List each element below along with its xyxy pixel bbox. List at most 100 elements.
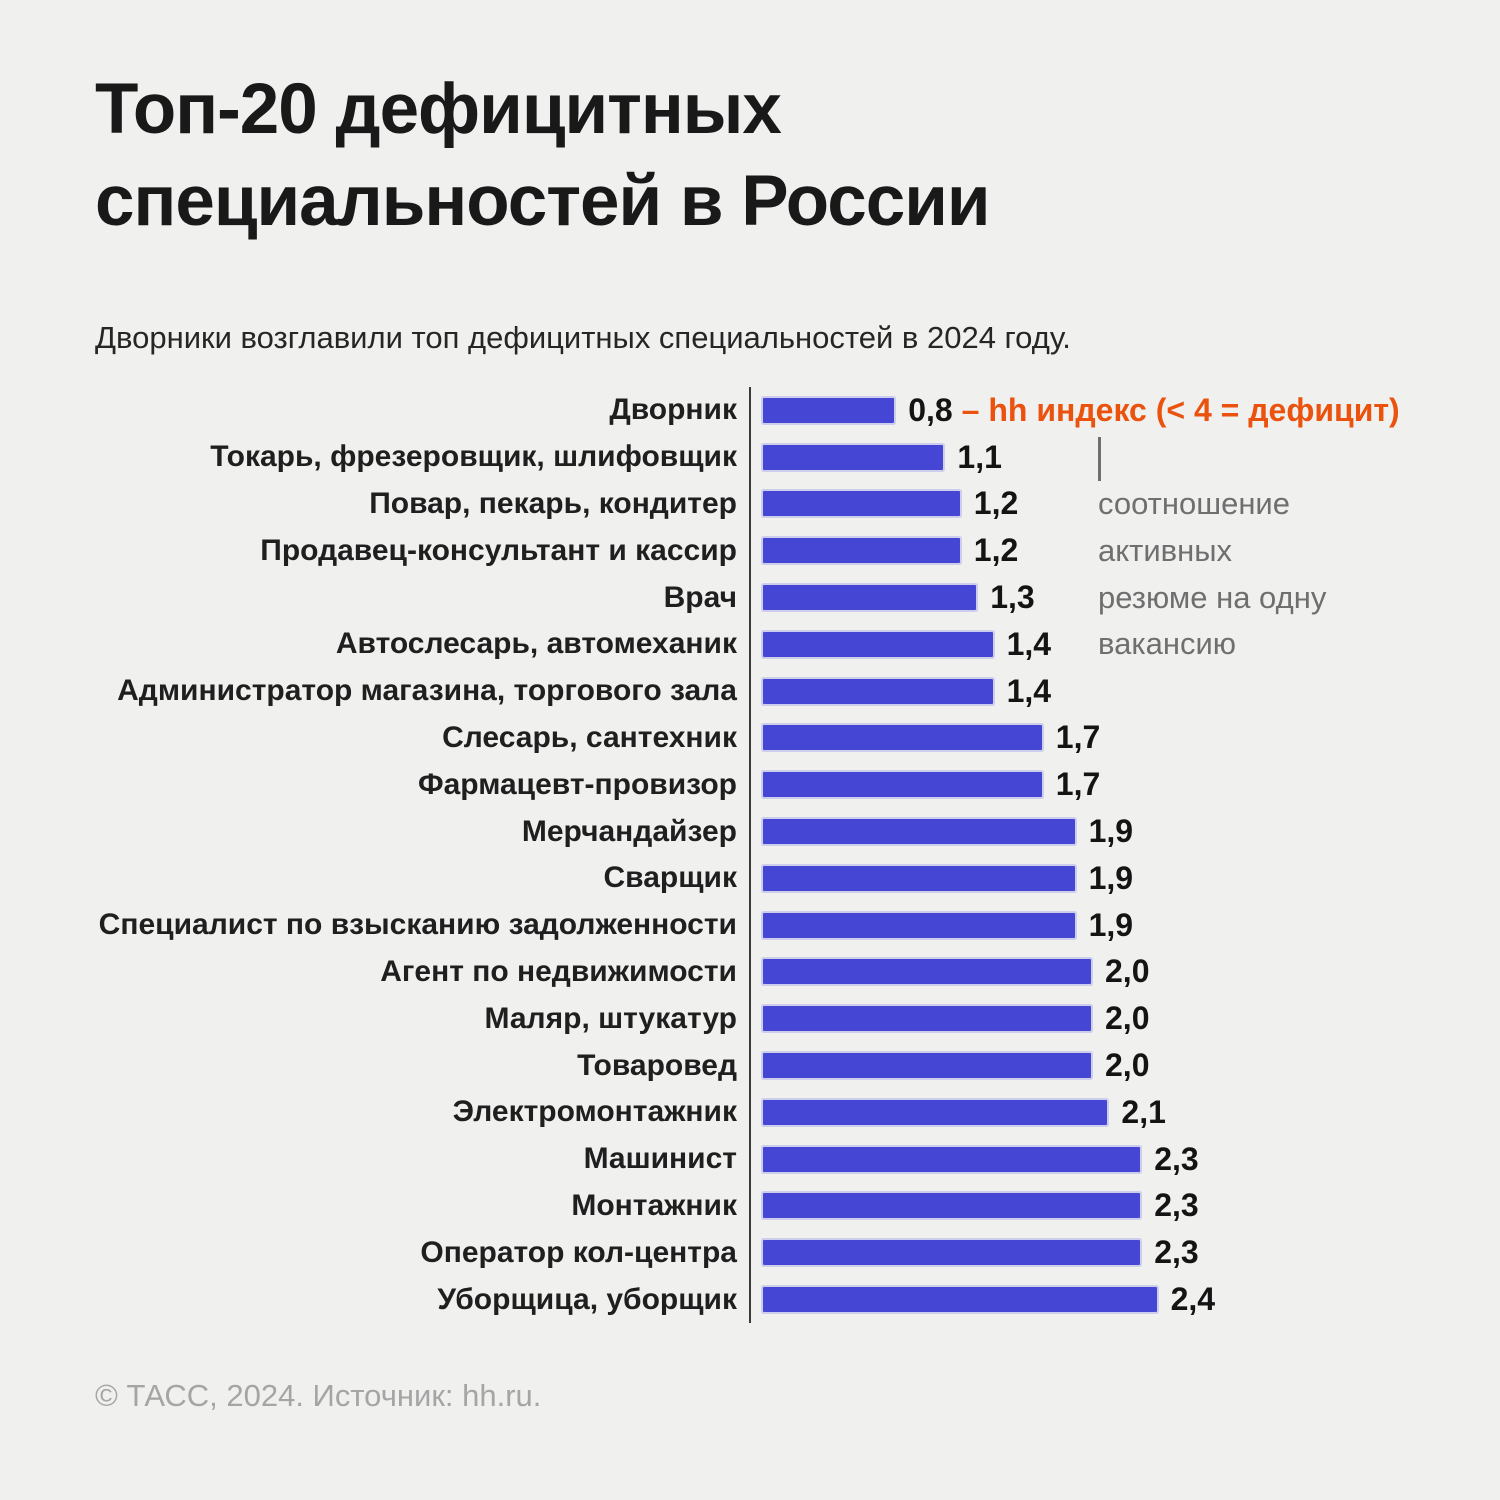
chart-row: Продавец-консультант и кассир 1,2 активн…	[0, 527, 1500, 575]
category-label: Сварщик	[603, 861, 738, 895]
bar	[763, 1193, 1141, 1219]
row-plot: 2,0	[749, 1042, 1500, 1089]
bar	[763, 1053, 1091, 1079]
ratio-note-line: соотношение	[1098, 485, 1290, 521]
value-label: 2,0	[1105, 1000, 1150, 1037]
chart-row: Фармацевт-провизор 1,7	[0, 761, 1500, 809]
bar	[763, 959, 1091, 985]
chart-row: Слесарь, сантехник 1,7	[0, 714, 1500, 762]
row-plot: 1,4	[749, 667, 1500, 715]
title-line-2: специальностей в России	[95, 162, 990, 241]
row-plot: 2,1	[749, 1088, 1500, 1136]
value-label: 1,3	[990, 579, 1035, 616]
chart-row: Машинист 2,3	[0, 1135, 1500, 1183]
row-plot: 2,3	[749, 1229, 1500, 1277]
value-label: 2,0	[1105, 1047, 1150, 1084]
category-label: Агент по недвижимости	[380, 954, 737, 988]
chart-row: Сварщик 1,9	[0, 854, 1500, 902]
row-plot: 2,4	[749, 1276, 1500, 1323]
row-plot: 1,7	[749, 714, 1500, 762]
row-plot: 1,3 резюме на одну	[749, 574, 1500, 621]
category-label: Фармацевт-провизор	[417, 767, 737, 801]
value-label: 1,7	[1055, 719, 1101, 756]
chart-row: Монтажник 2,3	[0, 1182, 1500, 1230]
row-plot: 2,3	[749, 1135, 1500, 1183]
chart-row: Агент по недвижимости 2,0	[0, 948, 1500, 996]
title-line-1: Топ-20 дефицитных	[95, 70, 782, 149]
bar	[763, 538, 960, 564]
category-label: Товаровед	[577, 1048, 737, 1082]
chart-row: Товаровед 2,0	[0, 1042, 1500, 1089]
ratio-note-line: резюме на одну	[1098, 579, 1327, 615]
bar	[763, 397, 895, 423]
category-label: Машинист	[583, 1142, 737, 1176]
row-plot: 1,2 соотношение	[749, 480, 1500, 528]
value-label: 2,3	[1154, 1140, 1199, 1177]
category-label: Специалист по взысканию задолженности	[98, 908, 737, 942]
row-plot: 0,8 – hh индекс (< 4 = дефицит)	[749, 387, 1500, 434]
bar	[763, 678, 993, 704]
value-label: 1,1	[957, 438, 1002, 475]
row-plot: 2,3	[749, 1182, 1500, 1230]
chart-row: Мерчандайзер 1,9	[0, 808, 1500, 855]
value-label: 0,8	[908, 391, 953, 428]
bar	[763, 631, 993, 657]
value-label: 1,4	[1006, 625, 1052, 662]
chart-row: Администратор магазина, торгового зала 1…	[0, 667, 1500, 715]
chart-row: Электромонтажник 2,1	[0, 1088, 1500, 1136]
bar	[763, 912, 1075, 938]
chart-row: Оператор кол-центра 2,3	[0, 1229, 1500, 1277]
category-label: Монтажник	[571, 1188, 737, 1222]
ratio-note-line: вакансию	[1098, 626, 1237, 662]
value-label: 1,9	[1088, 813, 1134, 850]
category-label: Продавец-консультант и кассир	[260, 533, 737, 567]
chart-row: Специалист по взысканию задолженности 1,…	[0, 901, 1500, 949]
row-plot: 1,9	[749, 901, 1500, 949]
category-label: Автослесарь, автомеханик	[335, 627, 737, 661]
row-plot: 2,0	[749, 995, 1500, 1043]
chart-row: Уборщица, уборщик 2,4	[0, 1276, 1500, 1323]
value-label: 1,7	[1055, 766, 1101, 803]
bar	[763, 772, 1042, 798]
category-label: Врач	[663, 580, 737, 614]
category-label: Электромонтажник	[452, 1095, 737, 1129]
category-label: Уборщица, уборщик	[437, 1282, 737, 1316]
category-label: Токарь, фрезеровщик, шлифовщик	[210, 440, 737, 474]
bar	[763, 1287, 1157, 1313]
row-plot: 1,1	[749, 433, 1500, 481]
value-label: 1,9	[1088, 859, 1134, 896]
page-title: Топ-20 дефицитных специальностей в России	[95, 64, 990, 248]
value-label: 1,9	[1088, 906, 1134, 943]
ratio-note-tick	[1098, 436, 1101, 481]
chart-row: Маляр, штукатур 2,0	[0, 995, 1500, 1043]
bar	[763, 865, 1075, 891]
bar	[763, 725, 1042, 751]
row-plot: 1,9	[749, 808, 1500, 855]
value-label: 2,3	[1154, 1234, 1199, 1271]
value-label: 2,3	[1154, 1187, 1199, 1224]
chart-row: Дворник 0,8 – hh индекс (< 4 = дефицит)	[0, 387, 1500, 434]
category-label: Дворник	[609, 393, 737, 427]
row-plot: 1,9	[749, 854, 1500, 902]
row-plot: 1,7	[749, 761, 1500, 809]
ratio-note-line: активных	[1098, 532, 1233, 568]
chart-row: Автослесарь, автомеханик 1,4 вакансию	[0, 620, 1500, 668]
value-label: 1,2	[973, 485, 1019, 522]
category-label: Оператор кол-центра	[420, 1235, 737, 1269]
bar	[763, 819, 1075, 845]
chart-row: Токарь, фрезеровщик, шлифовщик 1,1	[0, 433, 1500, 481]
category-label: Повар, пекарь, кондитер	[369, 486, 737, 520]
bar	[763, 491, 960, 517]
row-plot: 1,4 вакансию	[749, 620, 1500, 668]
value-label: 1,2	[973, 532, 1019, 569]
value-label: 1,4	[1006, 672, 1052, 709]
category-label: Слесарь, сантехник	[442, 720, 737, 754]
category-label: Мерчандайзер	[521, 814, 737, 848]
subtitle: Дворники возглавили топ дефицитных специ…	[95, 320, 1071, 355]
chart-row: Повар, пекарь, кондитер 1,2 соотношение	[0, 480, 1500, 528]
value-label: 2,0	[1105, 953, 1150, 990]
bar	[763, 585, 977, 611]
hh-index-note: – hh индекс (< 4 = дефицит)	[961, 391, 1400, 428]
value-label: 2,1	[1121, 1093, 1166, 1130]
